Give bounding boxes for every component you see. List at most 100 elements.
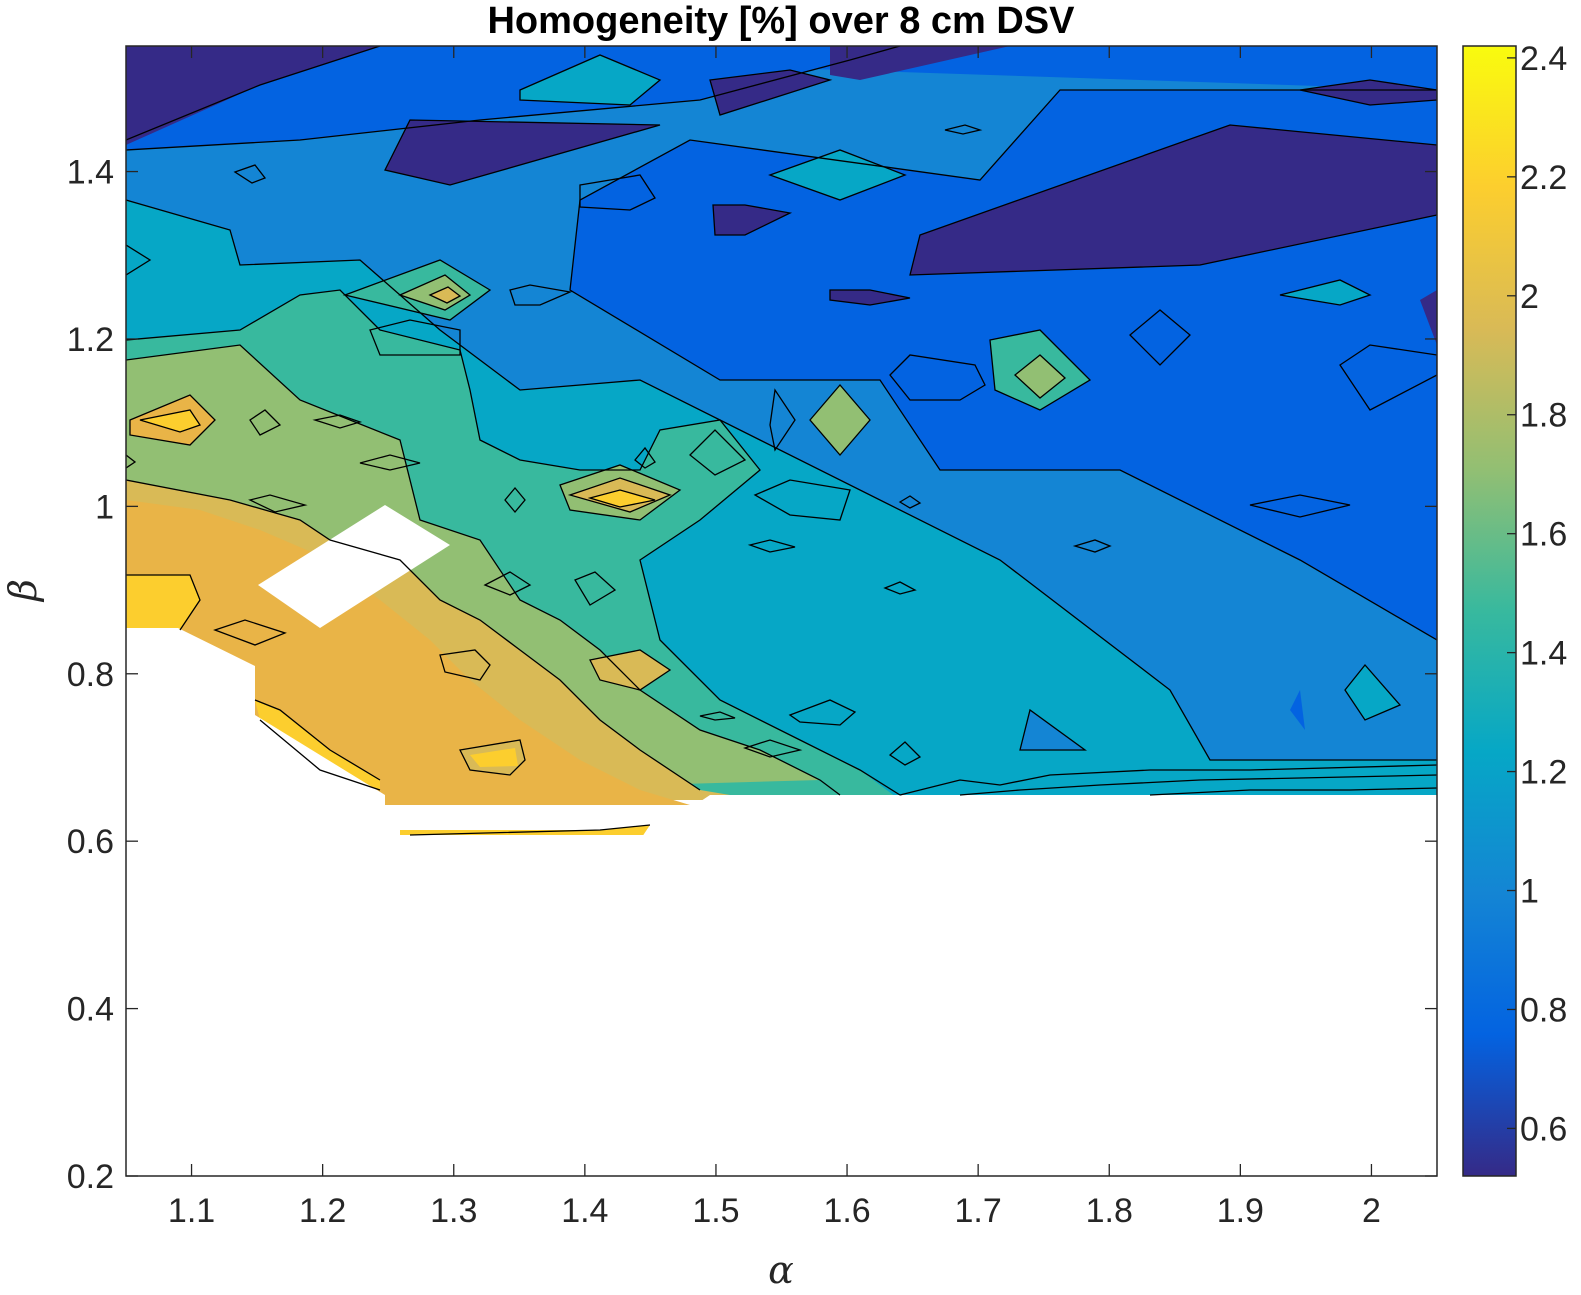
- axes-box: [125, 45, 1438, 1177]
- contour-line: [1014, 354, 1066, 399]
- plot-area: [126, 46, 1437, 1176]
- contour-line: [559, 464, 682, 521]
- contour-band-dark-upper: [385, 120, 660, 185]
- contour-line: [1339, 344, 1437, 411]
- contour-band-dark-top-right: [830, 46, 1010, 80]
- x-axis-label: α: [768, 1248, 794, 1292]
- contour-line: [254, 699, 381, 781]
- y-axis-ticks: 0.2 0.4 0.6 0.8 1 1.2 1.4: [67, 154, 1437, 1196]
- contour-line: [567, 477, 672, 513]
- contour-peak-teal-small-3: [520, 55, 660, 105]
- contour-line: [1072, 539, 1112, 553]
- contour-band-dark-small-4: [1300, 80, 1437, 105]
- contour-line: [569, 89, 1437, 641]
- contour-line: [1344, 663, 1402, 721]
- contour-line: [126, 344, 841, 796]
- axes: 1.1 1.2 1.3 1.4 1.5 1.6 1.7 1.8 1.9 2 0.20.40.60.…: [67, 45, 1438, 1230]
- contour-line: [248, 494, 308, 513]
- x-tick-label: 1.1: [168, 1192, 215, 1230]
- contour-band-dark-right: [910, 125, 1437, 275]
- contour-line: [233, 164, 267, 184]
- colorbar-ticks: 0.6 0.8 1 1.2 1.4 1.6 1.8 2 2.2 2.4: [1507, 40, 1567, 1148]
- no-data-region-bottom: [126, 628, 1437, 1176]
- contour-band-dark-small-2: [713, 205, 790, 235]
- contour-line: [342, 259, 492, 321]
- contour-line: [384, 119, 661, 186]
- contour-line: [398, 274, 472, 311]
- contour-band-bright-blue-2: [126, 46, 900, 150]
- contour-line: [213, 619, 287, 646]
- contour-line: [1299, 79, 1437, 106]
- colorbar-tick-label: 1.8: [1520, 397, 1567, 435]
- contour-line: [126, 46, 381, 141]
- contour-line: [369, 319, 461, 356]
- colorbar-tick-label: 1: [1520, 873, 1539, 911]
- contour-line: [126, 289, 901, 796]
- y-tick-label: 0.6: [67, 823, 114, 861]
- colorbar-scale: [1462, 45, 1517, 1177]
- contour-line: [829, 289, 911, 306]
- contour-line: [909, 124, 1437, 276]
- contour-line: [129, 394, 216, 446]
- y-tick-label: 1.2: [67, 321, 114, 359]
- contour-line: [509, 284, 573, 306]
- contour-lines: [126, 46, 1437, 836]
- contour-band-dark-small-1: [710, 70, 830, 115]
- contour-line: [712, 204, 793, 236]
- contour-line: [574, 571, 617, 606]
- contour-peak-yellow-lower: [470, 748, 518, 767]
- contour-band-dark-right-edge: [1420, 290, 1437, 345]
- y-tick-label: 1.4: [67, 154, 114, 192]
- contour-line: [249, 409, 282, 436]
- x-tick-label: 2: [1362, 1192, 1381, 1230]
- contour-line: [883, 581, 917, 595]
- contour-line: [742, 739, 803, 758]
- x-tick-label: 1.3: [430, 1192, 477, 1230]
- contour-line: [126, 574, 201, 631]
- contour-line: [753, 479, 851, 521]
- colorbar-tick-label: 1.4: [1520, 635, 1567, 673]
- contour-line: [126, 199, 1437, 761]
- contour-peak-blue-lower-2: [1290, 690, 1305, 730]
- x-tick-label: 1.8: [1086, 1192, 1133, 1230]
- contour-line: [126, 454, 137, 469]
- contour-line: [898, 495, 922, 509]
- contour-line: [519, 54, 662, 106]
- contour-line: [959, 774, 1437, 796]
- contour-peak-blue-lower-1: [1020, 710, 1085, 750]
- contour-line: [1149, 787, 1437, 796]
- colorbar-tick-label: 2.2: [1520, 159, 1567, 197]
- contour-line: [634, 446, 656, 469]
- contour-peak-yellow-left-low: [126, 575, 200, 630]
- x-axis-ticks: 1.1 1.2 1.3 1.4 1.5 1.6 1.7 1.8 1.9 2: [168, 46, 1381, 1230]
- y-axis-label: β: [1, 579, 45, 603]
- contour-line: [359, 454, 421, 471]
- contour-line: [587, 489, 656, 508]
- contour-line: [1279, 279, 1372, 306]
- contour-peak-teal-lower-1: [1345, 665, 1400, 720]
- x-tick-label: 1.4: [561, 1192, 608, 1230]
- contour-line: [504, 486, 526, 514]
- contour-line: [888, 741, 922, 766]
- contour-fills: [126, 46, 1437, 1176]
- contour-line: [1019, 708, 1087, 751]
- chart-title: Homogeneity [%] over 8 cm DSV: [487, 0, 1075, 42]
- contour-peak-yellow-left: [140, 410, 200, 432]
- contour-line: [699, 711, 736, 721]
- colorbar-tick-label: 2.4: [1520, 40, 1567, 78]
- contour-line: [989, 329, 1092, 411]
- contour-line: [126, 479, 701, 791]
- contour-line: [944, 124, 983, 135]
- contour-band-dark-top-left: [126, 46, 380, 145]
- contour-line: [768, 149, 907, 201]
- contour-line: [747, 539, 796, 553]
- contour-line: [428, 286, 462, 304]
- x-tick-label: 1.2: [299, 1192, 346, 1230]
- x-tick-label: 1.9: [1217, 1192, 1264, 1230]
- colorbar-tick-label: 0.6: [1520, 1110, 1567, 1148]
- contour-line: [259, 719, 381, 791]
- contour-line: [439, 649, 491, 681]
- contour-line: [579, 174, 656, 211]
- colorbar: 0.6 0.8 1 1.2 1.4 1.6 1.8 2 2.2 2.4: [1462, 40, 1567, 1177]
- contour-line: [459, 739, 526, 776]
